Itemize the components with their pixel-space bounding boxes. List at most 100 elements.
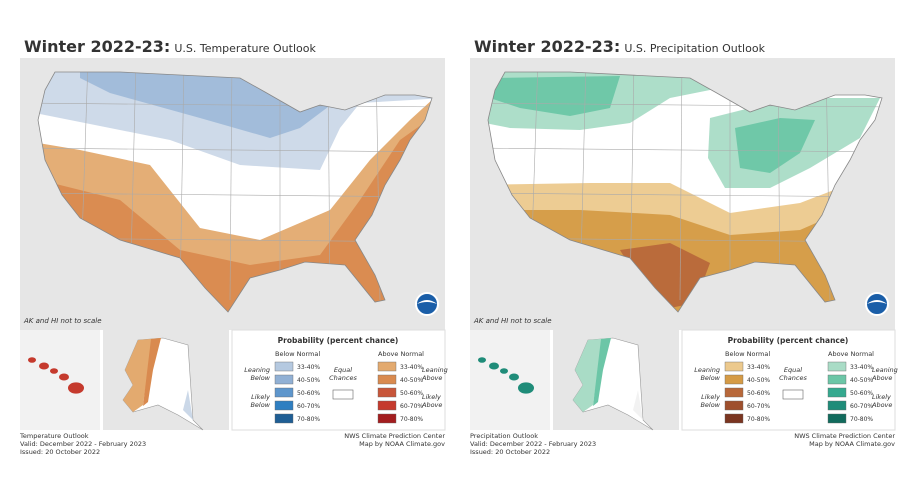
footer-name: Temperature Outlook [19, 432, 89, 440]
legend-group-label: Above [421, 401, 442, 409]
legend-group-label: Likely [251, 393, 270, 401]
noaa-logo-bird [417, 300, 437, 304]
scale-note: AK and HI not to scale [23, 317, 102, 325]
legend-below-header: Below Normal [725, 350, 770, 358]
outlook-panel: Winter 2022-23: U.S. Precipitation Outloo… [470, 37, 898, 456]
legend-swatch [377, 361, 397, 372]
hawaii-island [59, 373, 69, 381]
legend-group-label: Above [871, 401, 892, 409]
legend-group-label: Below [250, 374, 270, 382]
state-line [488, 192, 882, 198]
legend-below-header: Below Normal [275, 350, 320, 358]
scale-note: AK and HI not to scale [473, 317, 552, 325]
legend-range: 70-80% [850, 416, 873, 423]
hawaii-island [518, 382, 534, 394]
legend-range: 40-50% [297, 377, 320, 384]
legend-range: 50-60% [850, 390, 873, 397]
hawaii-island [509, 373, 519, 381]
legend-group-label: Above [421, 374, 442, 382]
legend-swatch [724, 361, 744, 372]
legend-range: 60-70% [747, 403, 770, 410]
legend-range: 33-40% [297, 364, 320, 371]
alaska-zone [593, 338, 611, 406]
legend-group-label: Above [871, 374, 892, 382]
noaa-logo [415, 292, 439, 316]
state-line [38, 102, 432, 108]
legend-group-label: Likely [422, 393, 441, 401]
legend-group-label: Leaning [244, 366, 270, 374]
legend-swatch [377, 400, 397, 411]
state-line [38, 147, 432, 153]
legend-range: 70-80% [400, 416, 423, 423]
state-line [488, 102, 882, 108]
legend-above-header: Above Normal [378, 350, 424, 358]
legend-range: 60-70% [400, 403, 423, 410]
equal-chances-swatch [782, 389, 804, 400]
legend-group-label: Equal [334, 366, 352, 374]
legend-group-label: Leaning [872, 366, 898, 374]
alaska-zone [143, 338, 161, 406]
hawaii-island [39, 362, 49, 370]
legend-swatch [274, 361, 294, 372]
footer-credit: NWS Climate Prediction Center [794, 432, 895, 440]
footer-credit: NWS Climate Prediction Center [344, 432, 445, 440]
legend-swatch [377, 374, 397, 385]
us-outline [37, 71, 433, 313]
footer-credit: Map by NOAA Climate.gov [359, 440, 445, 448]
state-line [229, 72, 233, 301]
legend-group-label: Likely [872, 393, 891, 401]
legend-swatch [724, 374, 744, 385]
legend-title: Probability (percent chance) [728, 336, 849, 345]
legend-title: Probability (percent chance) [278, 336, 399, 345]
legend-group-label: Equal [784, 366, 802, 374]
noaa-logo [865, 292, 889, 316]
legend-group-label: Below [700, 374, 720, 382]
outlook-zone [620, 243, 710, 308]
legend-swatch [827, 361, 847, 372]
legend-swatch [377, 413, 397, 424]
legend-range: 50-60% [297, 390, 320, 397]
legend-swatch [274, 400, 294, 411]
legend-swatch [274, 413, 294, 424]
alaska-zone [183, 390, 203, 430]
title-bold: Winter 2022-23: [474, 37, 620, 56]
legend-swatch [724, 400, 744, 411]
legend-box [231, 329, 446, 431]
outlook-panel: Winter 2022-23: U.S. Temperature Outlook A… [19, 37, 448, 456]
legend-box [681, 329, 896, 431]
legend-swatch [724, 413, 744, 424]
legend-swatch [377, 387, 397, 398]
title: U.S. Temperature Outlook [174, 42, 316, 55]
hawaii-island [28, 357, 36, 363]
title-bold: Winter 2022-23: [24, 37, 170, 56]
legend-range: 40-50% [747, 377, 770, 384]
legend-group-label: Leaning [694, 366, 720, 374]
footer-name: Precipitation Outlook [470, 432, 538, 440]
legend-range: 33-40% [850, 364, 873, 371]
legend-range: 50-60% [747, 390, 770, 397]
state-line [38, 192, 432, 198]
hawaii-island [478, 357, 486, 363]
footer-issued: Issued: 20 October 2022 [20, 448, 100, 456]
legend-group-label: Likely [701, 393, 720, 401]
title: U.S. Precipitation Outlook [624, 42, 765, 55]
legend-group-label: Leaning [422, 366, 448, 374]
legend-swatch [724, 387, 744, 398]
state-line [488, 147, 882, 153]
legend-range: 70-80% [747, 416, 770, 423]
equal-chances-swatch [332, 389, 354, 400]
footer-valid: Valid: December 2022 - February 2023 [20, 440, 146, 448]
legend-range: 70-80% [297, 416, 320, 423]
outlook-zone [735, 118, 815, 173]
footer-valid: Valid: December 2022 - February 2023 [470, 440, 596, 448]
hawaii-box [20, 330, 100, 430]
hawaii-island [489, 362, 499, 370]
hawaii-box [470, 330, 550, 430]
legend-swatch [827, 387, 847, 398]
legend-group-label: Below [250, 401, 270, 409]
hawaii-island [50, 368, 58, 374]
alaska-zone [633, 390, 653, 430]
hawaii-island [68, 382, 84, 394]
legend-above-header: Above Normal [828, 350, 874, 358]
